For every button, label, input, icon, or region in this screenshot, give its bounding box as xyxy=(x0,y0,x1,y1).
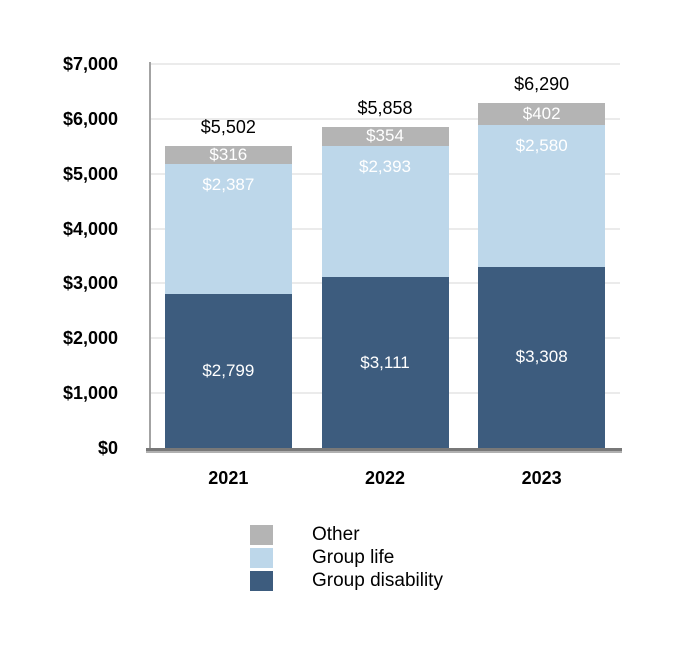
legend-label-group-life: Group life xyxy=(312,547,395,568)
segment-value-label: $2,387 xyxy=(202,174,255,194)
segment-value-label: $316 xyxy=(209,144,248,164)
segment-value-label: $3,308 xyxy=(515,347,568,367)
x-tick-label-2022: 2022 xyxy=(364,468,406,488)
bar-total-label-2022: $5,858 xyxy=(357,97,413,118)
legend-label-group-disability: Group disability xyxy=(312,570,443,591)
legend-swatch-group-life xyxy=(250,548,273,568)
bar-2023-segment-group-life xyxy=(478,125,606,267)
bar-2023-segment-group-disability xyxy=(478,266,606,448)
y-tick-label-6000: $6,000 xyxy=(62,108,118,129)
legend-label-other: Other xyxy=(312,524,360,545)
bar-2022-segment-group-life xyxy=(321,146,449,278)
legend-item-group-life: Group life xyxy=(250,548,443,568)
y-axis-line xyxy=(149,62,151,448)
y-tick-label-1000: $1,000 xyxy=(62,383,118,404)
legend-item-group-disability: Group disability xyxy=(250,571,443,591)
gridline-7000 xyxy=(150,63,620,65)
bar-total-label-2023: $6,290 xyxy=(514,73,570,94)
bar-2022-segment-other xyxy=(321,126,449,147)
segment-value-label: $402 xyxy=(522,103,561,123)
y-tick-label-0: $0 xyxy=(97,438,118,458)
gridline-6000 xyxy=(150,117,620,120)
bar-2021-segment-group-life xyxy=(164,163,292,295)
y-tick-label-2000: $2,000 xyxy=(62,328,118,349)
legend: Other Group life Group disability xyxy=(250,525,443,591)
bar-2021-segment-other xyxy=(164,146,292,164)
bar-2021-segment-group-disability xyxy=(164,294,292,448)
legend-swatch-group-disability xyxy=(250,571,273,591)
y-tick-label-7000: $7,000 xyxy=(62,54,118,74)
bar-2023-segment-other xyxy=(478,102,606,125)
y-tick-label-4000: $4,000 xyxy=(62,218,118,239)
x-tick-label-2023: 2023 xyxy=(521,468,562,488)
x-tick-label-2021: 2021 xyxy=(208,468,249,488)
segment-value-label: $3,111 xyxy=(360,352,410,372)
y-tick-label-3000: $3,000 xyxy=(62,273,118,294)
legend-item-other: Other xyxy=(250,525,443,545)
segment-value-label: $354 xyxy=(366,126,404,146)
x-axis-line xyxy=(146,448,622,451)
segment-value-label: $2,580 xyxy=(515,136,568,155)
segment-value-label: $2,799 xyxy=(202,361,255,381)
segment-value-label: $2,393 xyxy=(359,157,411,177)
legend-swatch-other xyxy=(250,525,273,545)
bar-total-label-2021: $5,502 xyxy=(200,117,256,138)
y-tick-label-5000: $5,000 xyxy=(62,163,118,184)
bar-2022-segment-group-disability xyxy=(321,277,449,448)
